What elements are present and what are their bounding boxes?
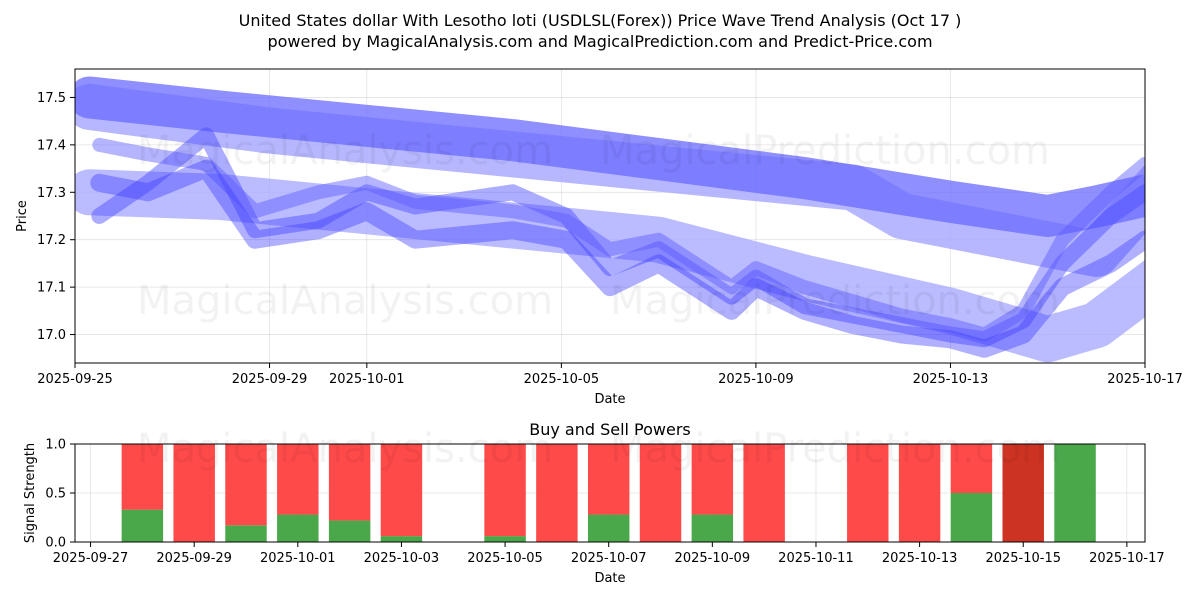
bottom-y-tick-label: 0.5 (45, 487, 66, 502)
top-x-axis-label: Date (594, 392, 625, 407)
series-main-trend-band (75, 76, 1145, 237)
bottom-y-tick-label: 0.0 (45, 536, 66, 551)
sell-bar (277, 444, 319, 515)
top-plot-frame (74, 68, 1146, 364)
bottom-x-tick-label: 2025-09-27 (53, 551, 129, 566)
top-y-tick-label: 17.5 (37, 91, 66, 106)
buy-bar (225, 525, 267, 542)
series-wave-3 (90, 159, 1145, 358)
watermark-text: MagicalPrediction.com (610, 426, 1060, 472)
buy-bar (277, 514, 319, 542)
top-x-tick-label: 2025-09-25 (37, 372, 113, 387)
top-y-axis-label: Price (15, 200, 30, 232)
top-x-tick-label: 2025-10-13 (913, 372, 989, 387)
bottom-x-axis-label: Date (594, 571, 625, 586)
sell-bar (484, 444, 526, 537)
watermark-text: MagicalAnalysis.com (137, 426, 553, 472)
sell-bar (121, 444, 164, 510)
sell-bar (225, 444, 267, 526)
top-y-tick-label: 17.0 (37, 328, 66, 343)
bottom-x-tick-label: 2025-09-29 (156, 551, 232, 566)
sell-bar (173, 444, 215, 542)
buy-bar (587, 514, 630, 542)
chart-title: United States dollar With Lesotho loti (… (239, 11, 962, 30)
bottom-axes: 2025-09-27 2025-09-29 2025-10-01 2025-10-03… (45, 438, 1164, 567)
series-lower-trend-band (75, 169, 1145, 363)
bottom-x-tick-label: 2025-10-11 (778, 551, 854, 566)
top-x-tick-label: 2025-10-01 (329, 372, 405, 387)
top-x-tick-label: 2025-10-17 (1107, 372, 1183, 387)
sell-bar (380, 444, 423, 537)
watermark-text: MagicalPrediction.com (600, 128, 1050, 174)
bottom-y-axis-label: Signal Strength (23, 443, 38, 543)
bottom-watermarks: MagicalAnalysis.com MagicalPrediction.com (137, 426, 1060, 472)
sell-bar (1002, 444, 1044, 542)
buy-bar (691, 514, 734, 542)
sell-bar (847, 444, 889, 542)
sell-bar (536, 444, 578, 542)
buy-bar (380, 536, 423, 542)
bottom-x-tick-label: 2025-10-17 (1089, 551, 1165, 566)
bottom-chart-title: Buy and Sell Powers (529, 420, 691, 439)
sell-bar (950, 444, 993, 493)
bottom-y-tick-label: 1.0 (45, 438, 66, 453)
bottom-x-tick-label: 2025-10-05 (467, 551, 543, 566)
bottom-x-tick-label: 2025-10-15 (985, 551, 1061, 566)
top-x-tick-label: 2025-10-09 (718, 372, 794, 387)
sell-bar (743, 444, 785, 542)
top-watermarks: MagicalAnalysis.com MagicalPrediction.com… (137, 128, 1060, 324)
bottom-bars-layer (121, 444, 1096, 542)
sell-bar (587, 444, 630, 515)
buy-bar (1054, 444, 1096, 542)
top-y-tick-label: 17.1 (37, 281, 66, 296)
bottom-x-tick-label: 2025-10-09 (675, 551, 751, 566)
top-x-tick-label: 2025-10-05 (524, 372, 600, 387)
top-y-tick-label: 17.2 (37, 233, 66, 248)
watermark-text: MagicalAnalysis.com (137, 128, 553, 174)
bottom-x-tick-label: 2025-10-13 (882, 551, 958, 566)
top-y-tick-label: 17.4 (37, 138, 66, 153)
series-wave-1 (91, 127, 1145, 348)
sell-bar (898, 444, 941, 542)
top-x-tick-label: 2025-09-29 (232, 372, 308, 387)
buy-bar (950, 493, 993, 542)
buy-bar (328, 520, 371, 542)
sell-bar (639, 444, 682, 542)
bottom-x-tick-label: 2025-10-01 (260, 551, 336, 566)
buy-bar (121, 509, 164, 542)
sell-bar (691, 444, 734, 515)
bottom-x-tick-label: 2025-10-07 (571, 551, 647, 566)
chart-subtitle: powered by MagicalAnalysis.com and Magic… (267, 32, 932, 51)
sell-bar (328, 444, 371, 521)
watermark-text: MagicalAnalysis.com (137, 278, 553, 324)
buy-bar (484, 536, 526, 542)
series-wave-2 (92, 137, 1145, 342)
top-axes: 2025-09-25 2025-09-29 2025-10-01 2025-10-05… (37, 91, 1183, 387)
watermark-text: MagicalPrediction.com (610, 278, 1060, 324)
bottom-x-tick-label: 2025-10-03 (364, 551, 440, 566)
top-series-layer (75, 76, 1145, 363)
top-y-tick-label: 17.3 (37, 186, 66, 201)
